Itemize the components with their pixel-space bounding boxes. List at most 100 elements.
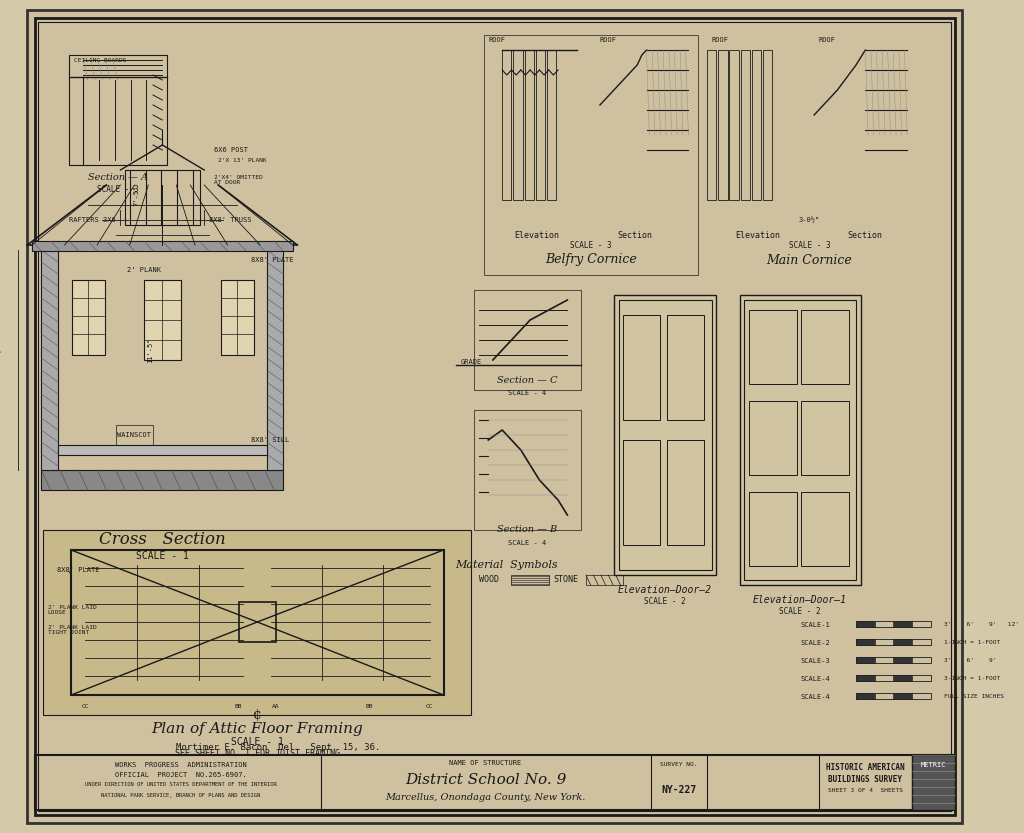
Text: ROOF: ROOF xyxy=(600,37,616,43)
Bar xyxy=(739,295,860,585)
Text: Cross   Section: Cross Section xyxy=(99,531,225,548)
Text: GRADE: GRADE xyxy=(460,359,481,365)
Text: 3-0½": 3-0½" xyxy=(799,217,820,223)
Text: 10'-10½": 10'-10½" xyxy=(0,345,2,375)
Text: SCALE - 3: SCALE - 3 xyxy=(569,241,611,250)
Text: SCALE-1: SCALE-1 xyxy=(800,622,829,628)
Text: SCALE-4: SCALE-4 xyxy=(800,676,829,682)
Bar xyxy=(513,50,522,200)
Text: ¢: ¢ xyxy=(253,708,262,722)
Text: STONE: STONE xyxy=(553,576,579,585)
Text: NATIONAL PARK SERVICE, BRANCH OF PLANS AND DESIGN: NATIONAL PARK SERVICE, BRANCH OF PLANS A… xyxy=(101,792,260,797)
Text: 3'    6'    9'   12': 3' 6' 9' 12' xyxy=(944,622,1020,627)
Bar xyxy=(893,621,912,627)
Text: SCALE-4: SCALE-4 xyxy=(800,694,829,700)
Text: SCALE-2: SCALE-2 xyxy=(800,640,829,646)
Bar xyxy=(752,50,761,200)
Bar xyxy=(483,35,697,275)
Text: NAME OF STRUCTURE: NAME OF STRUCTURE xyxy=(450,760,521,766)
Bar xyxy=(43,530,471,715)
Bar xyxy=(912,755,954,810)
Bar xyxy=(740,50,750,200)
Bar xyxy=(41,470,284,490)
Text: ROOF: ROOF xyxy=(712,37,729,43)
Bar xyxy=(749,310,798,384)
Text: Section: Section xyxy=(848,231,883,240)
Text: RAFTERS 3X6: RAFTERS 3X6 xyxy=(69,217,116,223)
Text: SEE SHEET NO. 1 FOR JOIST FRAMING: SEE SHEET NO. 1 FOR JOIST FRAMING xyxy=(175,750,340,759)
Text: Plan of Attic Floor Framing: Plan of Attic Floor Framing xyxy=(152,722,364,736)
Text: AA: AA xyxy=(272,705,280,710)
Text: HISTORIC AMERICAN: HISTORIC AMERICAN xyxy=(826,762,904,771)
Text: Material  Symbols: Material Symbols xyxy=(456,560,558,570)
Text: 2' PLANK: 2' PLANK xyxy=(127,267,161,273)
Text: 8X8' PLATE: 8X8' PLATE xyxy=(251,257,293,263)
Text: SCALE - 3: SCALE - 3 xyxy=(788,241,830,250)
Text: NY-227: NY-227 xyxy=(662,785,696,795)
Text: SCALE - 4: SCALE - 4 xyxy=(508,390,547,396)
Bar xyxy=(618,300,712,570)
Text: 2' PLANK LAID
TIGHT JOINT: 2' PLANK LAID TIGHT JOINT xyxy=(48,625,96,636)
Text: Mortimer E. Bacon  Del.  Sept. 15, 36.: Mortimer E. Bacon Del. Sept. 15, 36. xyxy=(176,742,381,751)
Text: SCALE - 1: SCALE - 1 xyxy=(136,551,188,561)
Bar xyxy=(893,639,912,645)
Bar xyxy=(893,675,912,681)
Bar xyxy=(856,693,874,699)
Text: Main Cornice: Main Cornice xyxy=(767,253,852,267)
Text: SCALE - 2: SCALE - 2 xyxy=(779,607,821,616)
Text: Section — B: Section — B xyxy=(498,526,557,535)
Text: District School No. 9: District School No. 9 xyxy=(404,773,566,787)
Text: 2'X 13' PLANK: 2'X 13' PLANK xyxy=(218,157,267,162)
Bar xyxy=(239,602,275,642)
Bar xyxy=(707,50,717,200)
Text: 7'-5": 7'-5" xyxy=(133,184,139,206)
Text: Section: Section xyxy=(616,231,652,240)
Bar xyxy=(856,693,931,699)
Text: BB: BB xyxy=(366,705,373,710)
Text: Section — A: Section — A xyxy=(88,172,147,182)
Text: Belfry Cornice: Belfry Cornice xyxy=(545,253,637,267)
Bar xyxy=(749,401,798,475)
Text: CC: CC xyxy=(426,705,433,710)
Text: 8X8' TRUSS: 8X8' TRUSS xyxy=(209,217,251,223)
Text: SHEET 3 OF 4  SHEETS: SHEET 3 OF 4 SHEETS xyxy=(827,789,903,794)
Text: 2'X4' OMITTED
AT DOOR: 2'X4' OMITTED AT DOOR xyxy=(214,175,262,186)
Bar xyxy=(221,280,254,355)
Bar xyxy=(893,657,912,663)
Bar xyxy=(801,310,850,384)
Bar xyxy=(58,445,266,455)
Bar xyxy=(70,55,167,165)
Bar xyxy=(614,295,717,575)
Bar xyxy=(116,425,153,445)
Text: BUILDINGS SURVEY: BUILDINGS SURVEY xyxy=(828,775,902,784)
Bar xyxy=(718,50,727,200)
Text: Elevation—Door–2: Elevation—Door–2 xyxy=(618,585,712,595)
Bar xyxy=(624,440,660,545)
Bar xyxy=(71,550,443,695)
Text: SURVEY NO.: SURVEY NO. xyxy=(660,762,697,767)
Text: ROOF: ROOF xyxy=(488,37,505,43)
Bar xyxy=(667,440,705,545)
Text: 8X8' PLATE: 8X8' PLATE xyxy=(57,567,99,573)
Bar xyxy=(856,621,931,627)
Bar xyxy=(667,315,705,420)
Bar xyxy=(502,50,512,200)
Text: SCALE - 1: SCALE - 1 xyxy=(230,737,284,747)
Text: WORKS  PROGRESS  ADMINISTRATION: WORKS PROGRESS ADMINISTRATION xyxy=(115,762,247,768)
Bar xyxy=(749,492,798,566)
Bar xyxy=(801,492,850,566)
Text: WOOD: WOOD xyxy=(479,576,499,585)
Bar xyxy=(586,575,624,585)
Text: SCALE - 2: SCALE - 2 xyxy=(644,597,686,606)
Text: 1-INCH = 1-FOOT: 1-INCH = 1-FOOT xyxy=(944,641,1000,646)
Text: 2' PLANK LAID
LOOSE: 2' PLANK LAID LOOSE xyxy=(48,605,96,616)
Text: SCALE - 4: SCALE - 4 xyxy=(508,540,547,546)
Text: CC: CC xyxy=(81,705,89,710)
Bar xyxy=(474,290,582,390)
Text: SCALE-3: SCALE-3 xyxy=(800,658,829,664)
Bar xyxy=(474,410,582,530)
Bar xyxy=(266,250,284,470)
Text: BB: BB xyxy=(234,705,243,710)
Text: Elevation: Elevation xyxy=(514,231,559,240)
Bar xyxy=(856,675,931,681)
